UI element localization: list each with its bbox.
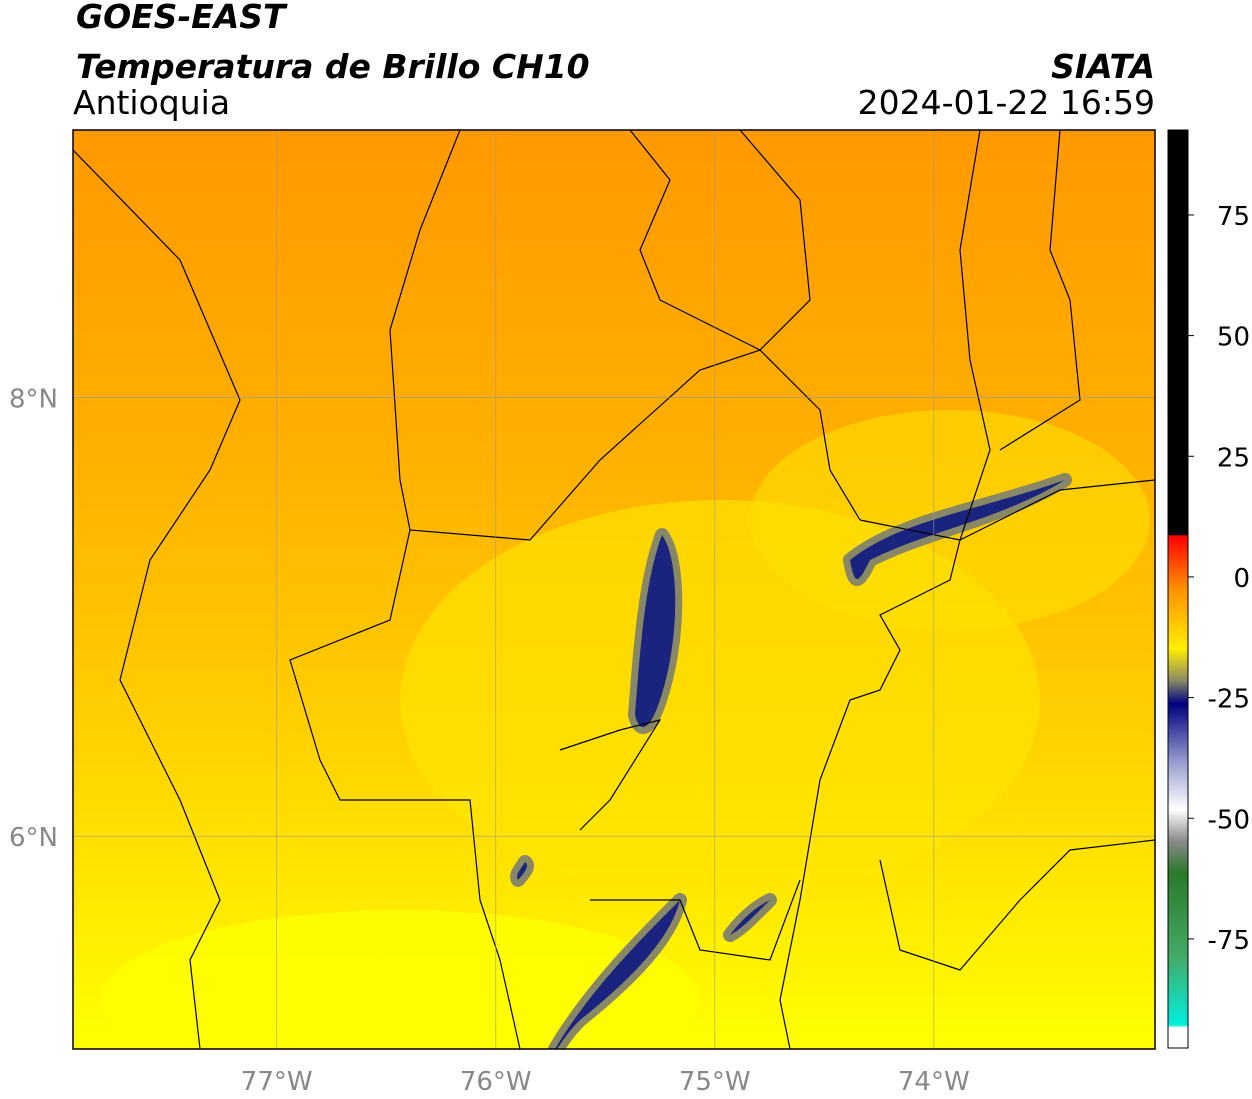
x-tick-label: 74°W [898, 1067, 970, 1097]
x-tick-label: 77°W [241, 1067, 313, 1097]
datetime: 2024-01-22 16:59 [858, 83, 1155, 122]
colorbar-tick-label: 25 [1217, 443, 1250, 473]
grid [73, 130, 1155, 1049]
subtitle: Temperatura de Brillo CH10 [76, 47, 590, 86]
colorbar-tick-label: 75 [1217, 202, 1250, 232]
title: GOES-EAST [76, 0, 288, 36]
colorbar-tick-label: 0 [1233, 564, 1250, 594]
colorbar-tick-label: 50 [1217, 323, 1250, 353]
x-tick-label: 76°W [460, 1067, 532, 1097]
source: SIATA [1051, 47, 1155, 86]
colorbar [1167, 129, 1189, 1049]
colorbar-tick-label: -75 [1208, 926, 1250, 956]
y-tick-label: 8°N [9, 385, 58, 415]
map-image [73, 130, 1155, 1049]
y-tick-label: 6°N [9, 823, 58, 853]
map-frame [72, 129, 1156, 1050]
region: Antioquia [73, 83, 230, 122]
colorbar-tick-label: -25 [1208, 685, 1250, 715]
colorbar-tick-label: -50 [1208, 805, 1250, 835]
x-tick-label: 75°W [679, 1067, 751, 1097]
